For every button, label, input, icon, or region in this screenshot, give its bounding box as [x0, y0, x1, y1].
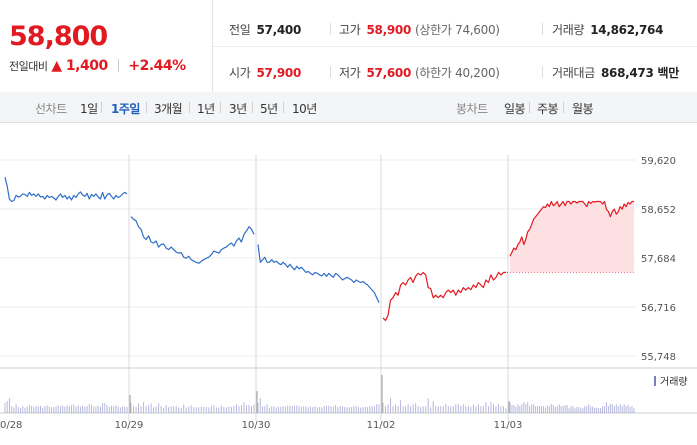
divider: [146, 102, 147, 113]
open-value: 57,900: [256, 66, 301, 80]
divider: [330, 23, 331, 35]
volume-value: 14,862,764: [590, 23, 664, 37]
divider: [529, 102, 530, 113]
price-line-11/03: [509, 200, 634, 257]
tab-3y[interactable]: 3년: [229, 102, 247, 116]
tab-1y[interactable]: 1년: [197, 102, 215, 116]
prev-close-label: 전일: [229, 23, 251, 37]
price-line-11/02: [382, 271, 506, 322]
price-line-10/28: [4, 177, 128, 203]
price-area-fill: [510, 201, 634, 273]
price-line-10/30: [257, 244, 380, 303]
tab-10y[interactable]: 10년: [292, 102, 317, 116]
tab-monthly-candle[interactable]: 월봉: [572, 102, 594, 116]
amount-value: 868,473: [600, 66, 654, 80]
y-tick-label: 58,652: [641, 205, 676, 216]
low-label: 저가: [339, 66, 361, 80]
current-price-box: 58,800 전일대비 ▲ 1,400 +2.44%: [0, 0, 213, 92]
open-price: 시가 57,900: [229, 64, 301, 81]
divider: [213, 46, 697, 47]
high-value: 58,900: [366, 23, 411, 37]
divider: [189, 102, 190, 113]
x-tick-label: 10/30: [242, 420, 271, 431]
change-value: 1,400: [65, 58, 108, 74]
upper-limit: (상한가 74,600): [415, 23, 500, 37]
amount-label: 거래대금: [552, 66, 595, 80]
current-price: 58,800: [9, 21, 108, 52]
chart-axes: 59,620 58,652 57,684 56,716 55,748 10/28 10/29…: [0, 156, 676, 431]
chart-period-tabs: 선차트 1일 1주일 3개월 1년 3년 5년 10년 봉차트 일봉 주봉 월봉: [0, 92, 697, 123]
chart-grid: [0, 155, 697, 421]
low-value: 57,600: [366, 66, 411, 80]
chart-lines: [4, 177, 634, 322]
tab-1d[interactable]: 1일: [80, 102, 98, 116]
x-tick-label: 11/03: [494, 420, 523, 431]
divider: [330, 66, 331, 78]
open-label: 시가: [229, 66, 251, 80]
volume-label: 거래량: [552, 23, 585, 37]
change-percent: +2.44%: [128, 58, 186, 74]
change-row: 전일대비 ▲ 1,400 +2.44%: [9, 58, 186, 74]
change-label: 전일대비: [9, 60, 48, 73]
y-tick-label: 59,620: [641, 156, 676, 167]
chart-fill: [510, 201, 634, 273]
candle-chart-label: 봉차트: [456, 102, 488, 116]
tab-daily-candle[interactable]: 일봉: [504, 102, 526, 116]
volume-bars: [4, 375, 635, 413]
trade-amount: 거래대금 868,473 백만: [552, 64, 679, 81]
price-line-10/29: [130, 216, 255, 264]
tab-3m[interactable]: 3개월: [154, 102, 183, 116]
x-tick-label: 11/02: [367, 420, 396, 431]
x-tick-label: 10/29: [115, 420, 144, 431]
tab-1w[interactable]: 1주일: [111, 102, 140, 116]
prev-close-value: 57,400: [256, 23, 301, 37]
quote-panel: 58,800 전일대비 ▲ 1,400 +2.44% 전일 57,400 고가 58…: [0, 0, 697, 93]
y-tick-label: 56,716: [641, 303, 676, 314]
tab-weekly-candle[interactable]: 주봉: [537, 102, 559, 116]
prev-close: 전일 57,400: [229, 21, 301, 38]
high-label: 고가: [339, 23, 361, 37]
line-chart-label: 선차트: [35, 102, 67, 116]
divider: [542, 23, 543, 35]
volume: 거래량 14,862,764: [552, 21, 663, 38]
volume-legend-swatch: [654, 376, 656, 386]
amount-unit: 백만: [657, 66, 680, 80]
y-tick-label: 55,748: [641, 352, 676, 363]
divider: [252, 102, 253, 113]
x-tick-label: 10/28: [0, 420, 22, 431]
divider: [220, 102, 221, 113]
up-arrow-icon: ▲: [51, 58, 63, 74]
volume-legend-label: 거래량: [660, 376, 688, 388]
y-tick-label: 57,684: [641, 254, 676, 265]
divider: [117, 59, 119, 72]
day-low: 저가 57,600 (하한가 40,200): [339, 64, 500, 81]
divider: [542, 66, 543, 78]
lower-limit: (하한가 40,200): [415, 66, 500, 80]
tab-5y[interactable]: 5년: [260, 102, 278, 116]
price-chart[interactable]: 59,620 58,652 57,684 56,716 55,748 10/28 10/29…: [0, 123, 697, 445]
divider: [283, 102, 284, 113]
day-high: 고가 58,900 (상한가 74,600): [339, 21, 500, 38]
divider: [101, 102, 102, 113]
divider: [563, 102, 564, 113]
